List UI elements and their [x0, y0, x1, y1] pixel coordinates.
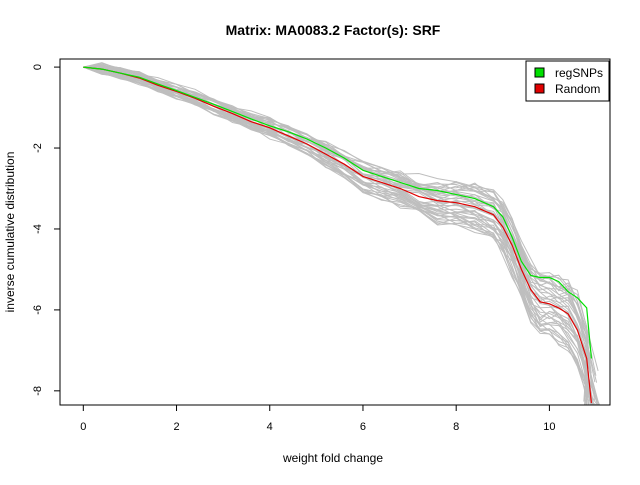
y-tick-label: -2	[32, 143, 44, 153]
x-tick-label: 2	[173, 421, 179, 433]
random-set-line	[83, 66, 600, 406]
random-set-line	[83, 66, 588, 390]
random-set-line	[83, 65, 597, 376]
series-lines	[83, 66, 592, 404]
x-axis-label: weight fold change	[282, 451, 383, 465]
random-set-line	[83, 66, 600, 406]
random-set-line	[83, 66, 599, 406]
random-set-line	[83, 66, 596, 395]
legend-swatch-regsnps	[534, 67, 545, 78]
legend-swatch-random	[534, 83, 545, 94]
random-set-line	[83, 62, 599, 372]
y-tick-label: 0	[32, 64, 44, 70]
legend: regSNPs Random	[525, 60, 610, 102]
series-line-regsnps	[83, 66, 592, 359]
plot-frame	[59, 58, 611, 406]
y-tick-label: -6	[32, 305, 44, 315]
x-axis: 0 2 4 6 8 10	[80, 404, 556, 433]
random-set-line	[83, 66, 598, 383]
random-set-line	[83, 66, 591, 398]
legend-label-regsnps: regSNPs	[555, 66, 603, 80]
y-axis-label: inverse cumulative distribution	[3, 152, 17, 313]
random-set-line	[83, 64, 592, 374]
random-set-line	[83, 64, 591, 375]
random-set-line	[83, 66, 596, 383]
random-set-line	[83, 65, 592, 382]
random-set-line	[83, 66, 595, 406]
x-tick-label: 4	[267, 421, 273, 433]
legend-label-random: Random	[555, 82, 600, 96]
y-axis: 0 -2 -4 -6 -8	[32, 64, 61, 396]
random-set-line	[83, 66, 588, 397]
legend-box	[525, 60, 610, 102]
random-set-line	[83, 66, 600, 406]
random-set-line	[83, 66, 598, 406]
x-tick-label: 8	[453, 421, 459, 433]
series-line-random	[83, 66, 592, 404]
y-tick-label: -8	[32, 386, 44, 396]
random-set-line	[83, 63, 588, 372]
random-set-line	[83, 66, 590, 406]
random-set-line	[83, 66, 590, 368]
y-tick-label: -4	[32, 224, 44, 234]
x-tick-label: 0	[80, 421, 86, 433]
random-set-line	[83, 66, 591, 406]
x-tick-label: 10	[543, 421, 555, 433]
background-random-series	[83, 62, 600, 406]
chart-title: Matrix: MA0083.2 Factor(s): SRF	[226, 22, 441, 38]
x-tick-label: 6	[360, 421, 366, 433]
random-set-line	[83, 63, 588, 373]
